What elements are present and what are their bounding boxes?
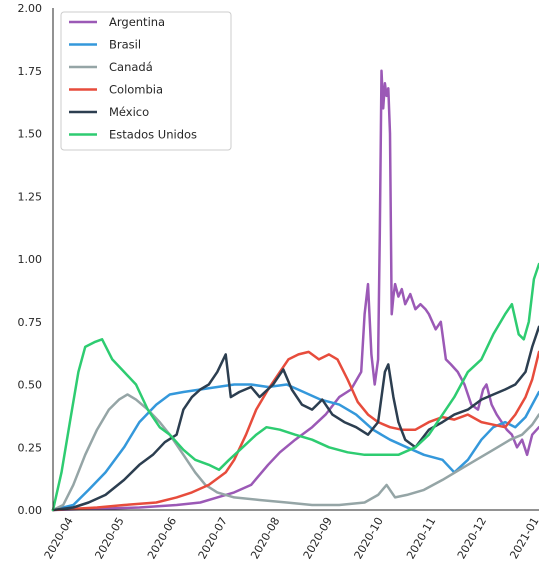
x-tick-label: 2020-08: [248, 515, 282, 561]
y-tick-label: 1.50: [18, 128, 43, 141]
x-tick-label: 2020-09: [301, 515, 335, 561]
series-line: [51, 350, 539, 512]
y-tick-label: 0.25: [18, 441, 43, 454]
legend-label: Colombia: [109, 83, 163, 97]
y-tick-label: 0.75: [18, 316, 43, 329]
x-tick-label: 2020-11: [404, 515, 438, 561]
legend-label: Brasil: [109, 38, 141, 52]
x-tick-label: 2021-01: [507, 515, 539, 561]
y-tick-label: 1.00: [18, 253, 43, 266]
series-line: [51, 393, 539, 512]
y-tick-label: 2.00: [18, 2, 43, 15]
legend-label: México: [109, 105, 149, 119]
y-tick-label: 0.50: [18, 379, 43, 392]
y-tick-label: 1.25: [18, 190, 43, 203]
axes: [52, 8, 539, 511]
x-tick-label: 2020-04: [42, 515, 76, 561]
x-tick-label: 2020-06: [145, 515, 179, 561]
legend: Argentina Brasil Canadá Colombia México Estad…: [60, 11, 232, 151]
y-tick-label: 0.00: [18, 504, 43, 517]
legend-label: Argentina: [109, 15, 165, 29]
legend-frame: [60, 11, 232, 151]
legend-label: Canadá: [109, 60, 153, 74]
series-line: [51, 262, 539, 512]
x-tick-label: 2020-10: [352, 515, 386, 561]
y-tick-label: 1.75: [18, 65, 43, 78]
x-tick-label: 2020-12: [455, 515, 489, 561]
x-tick-label: 2020-07: [196, 515, 230, 561]
series-line: [51, 383, 539, 512]
series-line: [51, 69, 539, 512]
x-tick-labels: 2020-04 2020-05 2020-06 2020-07 2020-08 2020-…: [42, 515, 539, 561]
y-tick-labels: 0.00 0.25 0.50 0.75 1.00 1.25 1.50 1.75 2.00: [18, 2, 43, 517]
legend-label: Estados Unidos: [109, 128, 197, 142]
series-lines: [51, 69, 539, 512]
x-tick-label: 2020-05: [92, 515, 126, 561]
